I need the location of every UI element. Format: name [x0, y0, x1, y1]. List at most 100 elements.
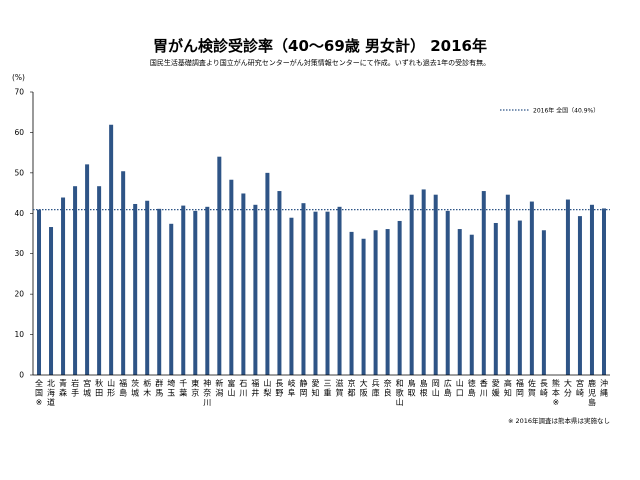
y-axis: 0 10 20 30 40 50 60 70 [14, 88, 34, 380]
bar-38 [493, 222, 498, 375]
category-label: 兵庫 [372, 378, 380, 398]
category-label: 山梨 [263, 378, 271, 398]
bar-47 [601, 208, 606, 375]
bar-15 [217, 156, 222, 375]
category-label: 岡山 [432, 379, 440, 398]
legend-label: 2016年 全国（40.9%） [533, 107, 599, 115]
bar-45 [577, 216, 582, 375]
bar-46 [589, 204, 594, 375]
bar-12 [181, 205, 186, 375]
category-label: 岩手 [71, 378, 79, 398]
category-label: 滋賀 [336, 378, 344, 398]
bar-1 [49, 227, 54, 375]
category-label: 栃木 [143, 378, 151, 398]
category-label: 福岡 [516, 379, 524, 398]
category-labels: 全国※北海道青森岩手宮城秋田山形福島茨城栃木群馬埼玉千葉東京神奈川新潟富山石川福… [35, 378, 608, 407]
bar-16 [229, 179, 234, 375]
category-label: 静岡 [299, 378, 307, 398]
bars [37, 124, 606, 375]
category-label: 東京 [191, 378, 199, 398]
category-label: 福井 [251, 379, 259, 398]
footnote: ※ 2016年調査は熊本県は実施なし [508, 416, 610, 425]
category-label: 長崎 [540, 379, 548, 398]
bar-19 [265, 172, 270, 375]
category-label: 神奈川 [203, 378, 211, 407]
category-label: 島根 [420, 378, 428, 398]
category-label: 青森 [59, 378, 67, 398]
bar-31 [409, 194, 414, 375]
category-label: 富山 [227, 378, 235, 398]
category-label: 茨城 [131, 378, 139, 398]
bar-29 [385, 229, 390, 375]
category-label: 大阪 [360, 378, 368, 398]
category-label: 京都 [348, 378, 356, 398]
category-label: 愛知 [311, 378, 319, 398]
category-label: 高知 [504, 378, 512, 398]
bar-37 [481, 191, 486, 375]
category-label: 埼玉 [167, 378, 175, 398]
y-tick-label: 40 [14, 209, 24, 218]
bar-24 [325, 211, 330, 375]
category-label: 奈良 [384, 378, 392, 398]
bar-32 [421, 189, 426, 375]
category-label: 長野 [275, 379, 283, 398]
bar-8 [133, 203, 138, 375]
y-axis-label: (%) [12, 73, 25, 82]
y-tick-label: 60 [14, 128, 24, 137]
category-label: 新潟 [215, 378, 223, 398]
category-label: 宮城 [83, 378, 91, 398]
category-label: 鹿児島 [588, 378, 596, 407]
bar-41 [529, 201, 534, 375]
bar-34 [445, 210, 450, 375]
bar-6 [109, 124, 114, 375]
category-label: 佐賀 [528, 378, 536, 398]
category-label: 大分 [564, 378, 572, 398]
y-tick-label: 30 [14, 249, 24, 258]
bar-27 [361, 238, 366, 375]
category-label: 広島 [444, 378, 452, 398]
category-label: 熊本※ [552, 378, 560, 407]
bar-36 [469, 234, 474, 375]
bar-11 [169, 223, 174, 375]
y-tick-label: 0 [19, 371, 24, 380]
category-label: 福島 [119, 379, 127, 398]
category-label: 千葉 [179, 378, 187, 398]
bar-5 [97, 186, 102, 375]
category-label: 石川 [239, 379, 247, 398]
bar-18 [253, 204, 258, 375]
bar-22 [301, 203, 306, 375]
bar-40 [517, 220, 522, 375]
bar-7 [121, 171, 126, 375]
bar-33 [433, 194, 438, 375]
y-tick-label: 50 [14, 168, 24, 177]
bar-14 [205, 206, 210, 375]
bar-44 [565, 199, 570, 375]
bar-20 [277, 191, 282, 375]
bar-17 [241, 193, 246, 375]
category-label: 徳島 [468, 378, 476, 398]
bar-13 [193, 210, 198, 375]
bar-35 [457, 229, 462, 375]
y-tick-label: 20 [14, 290, 24, 299]
category-label: 三重 [324, 379, 332, 398]
category-label: 全国※ [35, 378, 43, 407]
category-label: 宮崎 [576, 378, 584, 398]
category-label: 山形 [107, 378, 115, 398]
bar-0 [37, 209, 42, 375]
bar-30 [397, 220, 402, 375]
category-label: 沖縄 [600, 378, 608, 398]
category-label: 香川 [480, 378, 488, 398]
category-label: 山口 [456, 378, 464, 398]
bar-26 [349, 231, 354, 375]
category-label: 和歌山 [396, 379, 404, 407]
bar-25 [337, 206, 342, 375]
bar-39 [505, 194, 510, 375]
category-label: 秋田 [95, 378, 103, 398]
bar-28 [373, 230, 378, 375]
category-label: 北海道 [47, 379, 55, 407]
bar-42 [541, 230, 546, 375]
bar-21 [289, 217, 294, 375]
category-label: 愛媛 [492, 378, 500, 398]
bar-10 [157, 208, 162, 375]
